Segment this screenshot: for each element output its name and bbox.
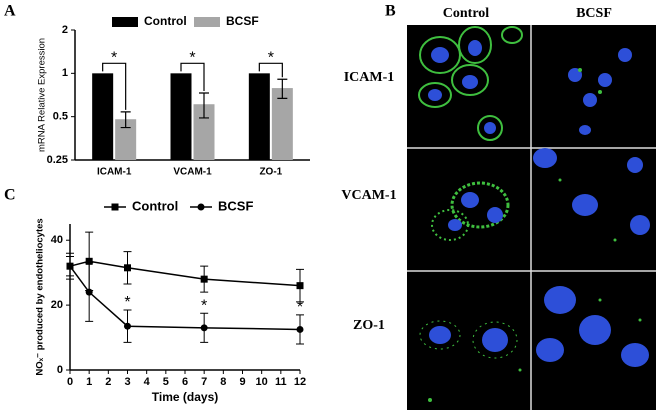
x-tick-label: 2 [105,376,111,388]
nuclei [428,40,650,367]
row-label: VCAM-1 [341,188,396,203]
panel-label: A [4,3,16,20]
marker [66,262,74,270]
legend-label: BCSF [218,198,253,213]
annotation: * [297,299,303,316]
x-tick-label: 8 [220,376,226,388]
error-bar [277,78,288,99]
x-tick-label: VCAM-1 [173,167,212,178]
marker [124,264,131,272]
x-tick-label: 0 [67,376,73,388]
panel-label: B [385,3,396,20]
y-tick-label: 0.25 [47,154,68,166]
bar [271,88,293,160]
cell-membranes [418,26,523,359]
y-tick-label: 2 [62,24,68,36]
significance-star: * [268,50,274,67]
column-header: BCSF [576,6,612,21]
x-axis-title: Time (days) [152,390,218,404]
marker [197,203,205,211]
bar [193,104,215,160]
significance-bracket [258,62,283,78]
significance-star: * [189,50,195,67]
x-tick-label: 10 [256,376,268,388]
y-axis-title: mRNA Relative Expression [37,38,48,152]
legend-swatch [194,17,220,27]
significance-star: * [111,50,117,67]
x-tick-label: ZO-1 [259,167,282,178]
x-tick-label: 1 [86,376,92,388]
significance-bracket [180,62,205,92]
bar [248,73,270,160]
annotation: * [201,297,207,314]
legend-label: BCSF [226,14,259,28]
marker [85,257,93,265]
significance-bracket [102,62,127,110]
marker [200,324,208,332]
y-tick-label: 40 [51,234,63,246]
bar [92,73,114,160]
column-header: Control [443,6,490,21]
y-tick-label: 1 [62,67,68,79]
bar [170,73,192,160]
x-tick-label: 12 [294,376,306,388]
panel-label: C [4,187,16,204]
marker [296,325,304,333]
micrographs [407,25,656,410]
y-axis-title: NOₓ⁻ produced by endotheliocytes [35,218,46,375]
y-tick-label: 20 [51,299,63,311]
legend-label: Control [132,198,178,213]
marker [200,275,208,283]
stain-dots [428,68,642,402]
x-tick-label: 9 [239,376,245,388]
row-label: ZO-1 [353,318,385,333]
error-bar [199,92,209,119]
x-tick-label: ICAM-1 [97,167,132,178]
x-tick-label: 3 [124,376,130,388]
marker [296,282,304,290]
marker [85,288,93,296]
y-tick-label: 0.5 [53,111,68,123]
x-tick-label: 11 [275,376,287,388]
error-bar [120,111,131,129]
row-label: ICAM-1 [344,70,395,85]
bar [115,119,137,160]
x-tick-label: 5 [163,376,169,388]
x-tick-label: 7 [201,376,207,388]
legend-label: Control [144,14,187,28]
marker [111,203,119,211]
legend-swatch [112,17,138,27]
x-tick-label: 6 [182,376,188,388]
marker [124,322,131,330]
y-tick-label: 0 [57,364,63,376]
x-tick-label: 4 [144,376,151,388]
annotation: * [124,294,130,311]
